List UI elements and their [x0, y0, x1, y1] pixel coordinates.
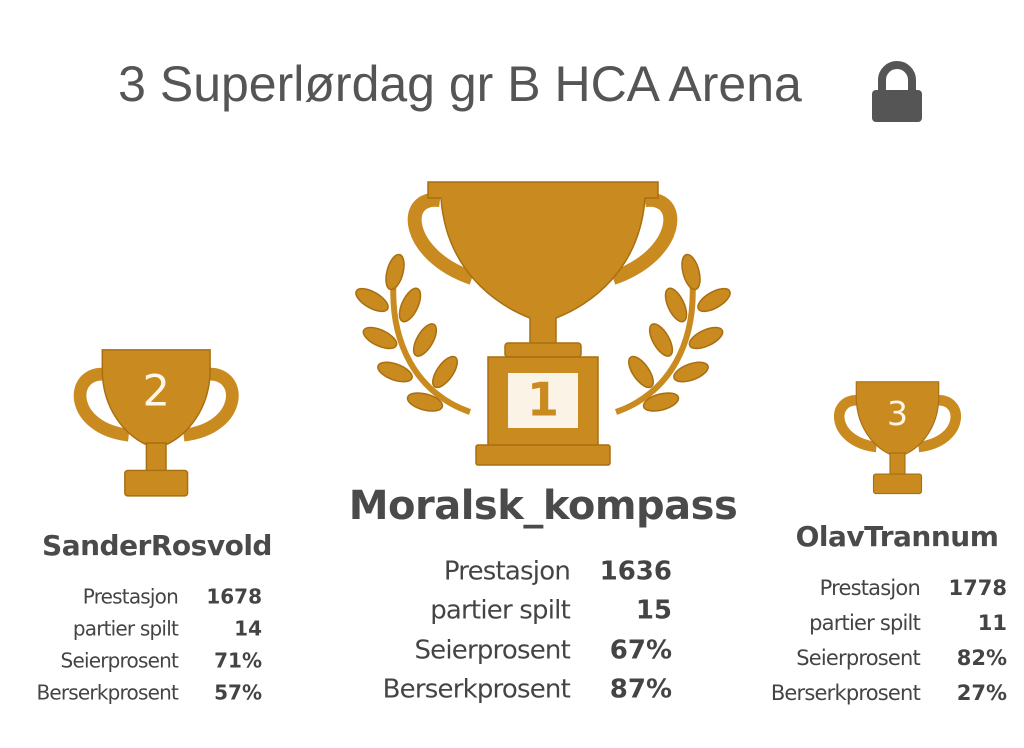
- stat-label: Prestasjon: [83, 585, 178, 609]
- trophy-second: 2: [73, 349, 239, 497]
- rank-number: 2: [142, 367, 169, 417]
- stat-value: 1636: [600, 557, 672, 587]
- stat-label: partier spilt: [73, 617, 179, 641]
- player-name: OlavTrannum: [796, 520, 999, 553]
- page-title: 3 Superlørdag gr B HCA Arena: [118, 56, 802, 112]
- stat-value: 27%: [957, 681, 1007, 705]
- stat-label: Berserkprosent: [36, 681, 178, 705]
- stat-label: Seierprosent: [61, 649, 179, 673]
- stat-value: 71%: [214, 649, 262, 673]
- stat-label: Prestasjon: [820, 576, 920, 600]
- stat-value: 1778: [949, 576, 1007, 600]
- player-name: Moralsk_kompass: [349, 483, 738, 529]
- stat-value: 87%: [610, 675, 672, 705]
- stat-value: 57%: [214, 681, 262, 705]
- stat-label: Berserkprosent: [771, 681, 921, 705]
- stat-label: Berserkprosent: [383, 675, 571, 705]
- lock-icon: [872, 61, 922, 122]
- stat-value: 15: [636, 596, 672, 626]
- trophy-third: 3: [834, 381, 961, 495]
- stat-value: 14: [234, 617, 262, 641]
- trophy-first: 1: [355, 181, 733, 466]
- player-name: SanderRosvold: [42, 529, 272, 562]
- stat-value: 11: [978, 611, 1007, 635]
- laurel: [355, 253, 471, 415]
- stat-label: partier spilt: [430, 596, 570, 626]
- stat-value: 67%: [610, 636, 672, 666]
- rank-number: 1: [527, 373, 559, 427]
- stat-label: Seierprosent: [414, 636, 570, 666]
- stat-label: partier spilt: [809, 611, 920, 635]
- stat-value: 1678: [206, 585, 262, 609]
- stat-value: 82%: [957, 646, 1007, 670]
- rank-number: 3: [887, 394, 908, 433]
- stat-label: Prestasjon: [444, 557, 570, 587]
- stat-label: Seierprosent: [796, 646, 920, 670]
